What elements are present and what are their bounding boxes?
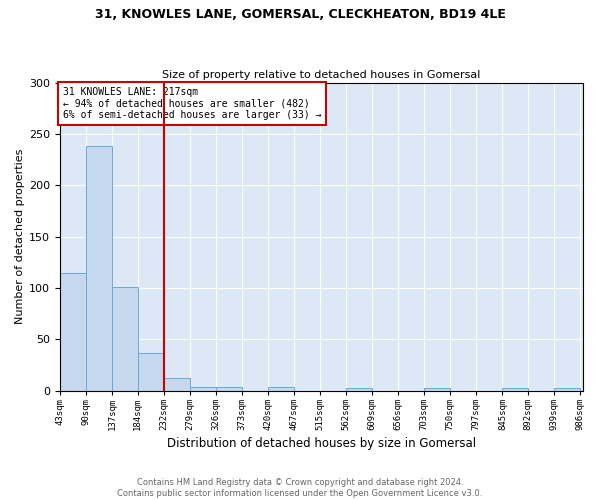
- Bar: [112, 287, 138, 391]
- Bar: [268, 387, 294, 391]
- Bar: [216, 387, 242, 391]
- Text: Contains HM Land Registry data © Crown copyright and database right 2024.
Contai: Contains HM Land Registry data © Crown c…: [118, 478, 482, 498]
- Bar: [424, 388, 450, 391]
- Bar: [502, 388, 529, 391]
- Bar: [190, 387, 216, 391]
- X-axis label: Distribution of detached houses by size in Gomersal: Distribution of detached houses by size …: [167, 437, 476, 450]
- Text: 31 KNOWLES LANE: 217sqm
← 94% of detached houses are smaller (482)
6% of semi-de: 31 KNOWLES LANE: 217sqm ← 94% of detache…: [62, 88, 321, 120]
- Text: 31, KNOWLES LANE, GOMERSAL, CLECKHEATON, BD19 4LE: 31, KNOWLES LANE, GOMERSAL, CLECKHEATON,…: [95, 8, 505, 20]
- Bar: [86, 146, 112, 391]
- Y-axis label: Number of detached properties: Number of detached properties: [15, 149, 25, 324]
- Bar: [138, 353, 164, 391]
- Bar: [60, 272, 86, 391]
- Bar: [554, 388, 580, 391]
- Bar: [164, 378, 190, 391]
- Title: Size of property relative to detached houses in Gomersal: Size of property relative to detached ho…: [162, 70, 481, 81]
- Bar: [346, 388, 372, 391]
